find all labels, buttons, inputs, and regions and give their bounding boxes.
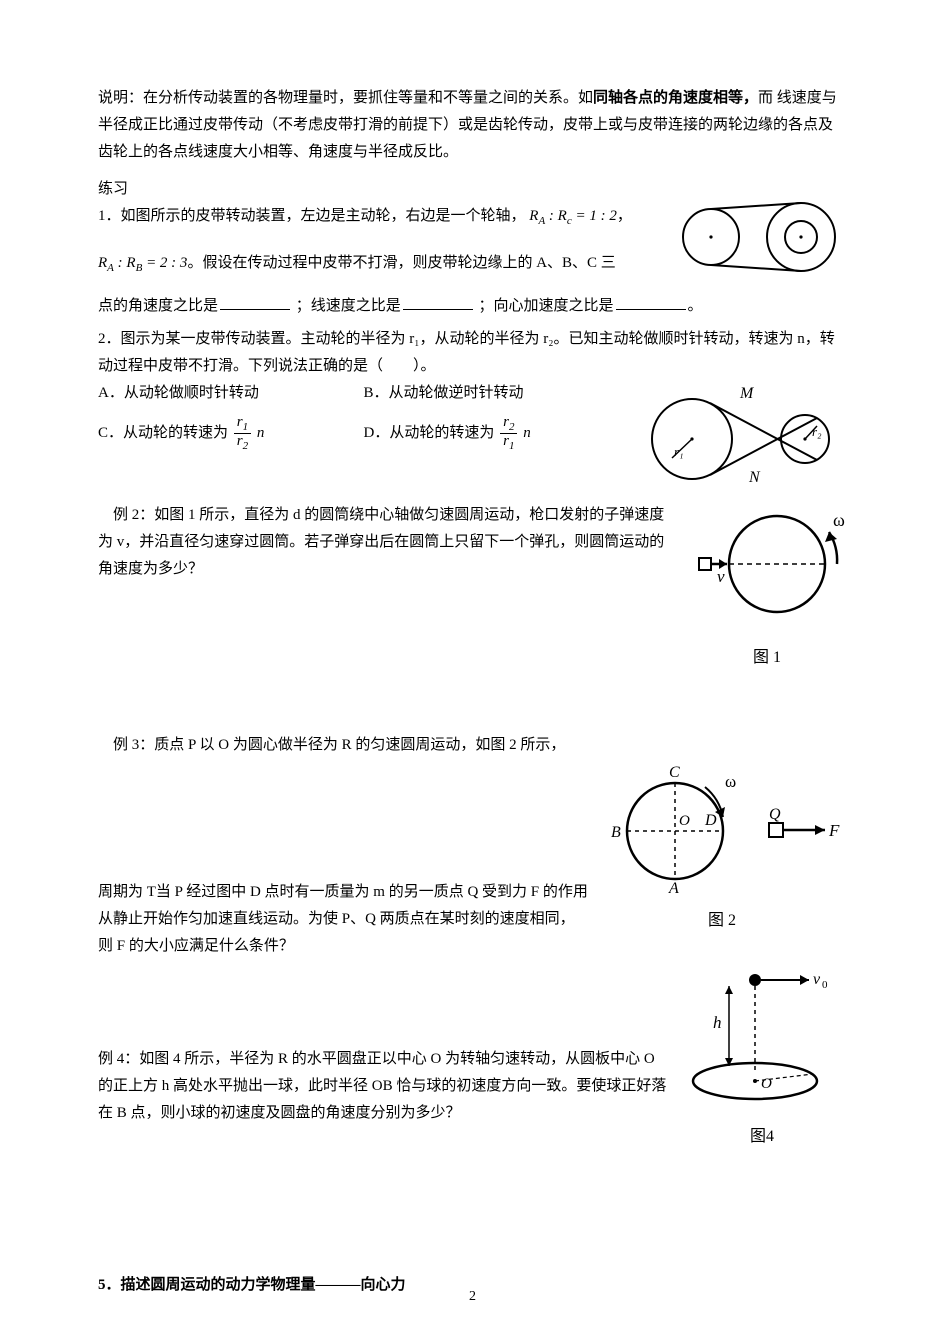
q1-l3b: ；线速度之比是 — [296, 298, 401, 314]
explain-bold: 同轴各点的角速度相等， — [593, 90, 758, 106]
example-4: v 0 h O 图4 例 4：如图 4 所示，半径为 R 的水平圆盘正以中心 O… — [98, 966, 847, 1152]
label-C: C — [669, 765, 680, 781]
q1-text-a: 1．如图所示的皮带转动装置，左边是主动轮，右边是一个轮轴， — [98, 208, 526, 224]
figure-q2: M N r₁ r₂ — [637, 384, 847, 494]
example-3: 例 3：质点 P 以 O 为圆心做半径为 R 的匀速圆周运动，如图 2 所示， … — [98, 732, 847, 960]
q1-ratio1: = 1 : 2 — [572, 208, 617, 224]
figure-4-caption: 图4 — [677, 1123, 847, 1152]
q2-stem: 2．图示为某一皮带传动装置。主动轮的半径为 r₁，从动轮的半径为 r₂。已知主动… — [98, 326, 847, 380]
label-Q: Q — [769, 806, 781, 823]
label-h: h — [713, 1013, 722, 1032]
figure-q1 — [677, 197, 847, 285]
q1-l3a: 点的角速度之比是 — [98, 298, 218, 314]
example-2: v ω 图 1 例 2：如图 1 所示，直径为 d 的圆筒绕中心轴做匀速圆周运动… — [98, 502, 847, 673]
label-N: N — [748, 469, 761, 484]
question-2: 2．图示为某一皮带传动装置。主动轮的半径为 r₁，从动轮的半径为 r₂。已知主动… — [98, 326, 847, 494]
label-O4: O — [761, 1076, 772, 1092]
q1-R3: R — [98, 255, 107, 271]
label-D: D — [704, 812, 717, 829]
q1-subA2: A — [107, 262, 114, 274]
label-omega3: ω — [725, 772, 736, 791]
label-B: B — [611, 824, 621, 841]
q2-choices2: C．从动轮的转速为 r1r2 n D．从动轮的转速为 r2r1 n — [98, 415, 629, 454]
blank-v[interactable] — [403, 295, 473, 310]
blank-omega[interactable] — [220, 295, 290, 310]
frac-s2b: 2 — [509, 421, 515, 433]
figure-ex4: v 0 h O 图4 — [677, 966, 847, 1152]
q1-R2: : R — [545, 208, 567, 224]
label-v0sub: 0 — [822, 979, 828, 991]
q2-C-pre: C．从动轮的转速为 — [98, 425, 228, 441]
label-A: A — [668, 880, 679, 895]
ratio-RB: RA : RB = 2 : 3 — [98, 255, 187, 271]
label-r2: r₂ — [812, 424, 822, 439]
label-v0: v — [813, 971, 821, 988]
label-M: M — [739, 385, 755, 402]
explain-suffix: 而 — [758, 90, 773, 106]
page-number: 2 — [0, 1284, 945, 1309]
frac-s1: 1 — [243, 421, 249, 433]
frac-s1b: 1 — [509, 440, 515, 452]
q2-D-suf: n — [523, 425, 531, 441]
figure-ex3: C B A D O ω Q F 图 2 — [597, 765, 847, 936]
q2-C-suf: n — [257, 425, 265, 441]
q2-D-pre: D．从动轮的转速为 — [364, 425, 495, 441]
q1-l3d: 。 — [688, 298, 703, 314]
ex3-line1: 例 3：质点 P 以 O 为圆心做半径为 R 的匀速圆周运动，如图 2 所示， — [98, 732, 847, 759]
frac-s2: 2 — [243, 440, 249, 452]
q2-choice-D[interactable]: D．从动轮的转速为 r2r1 n — [364, 415, 630, 452]
q1-l2end: 。假设在传动过程中皮带不打滑，则皮带轮边缘上的 A、B、C 三 — [187, 255, 615, 271]
figure-ex2: v ω 图 1 — [687, 502, 847, 673]
ratio-RA: RA : Rc = 1 : 2 — [529, 208, 617, 224]
question-1: 1．如图所示的皮带转动装置，左边是主动轮，右边是一个轮轴， RA : Rc = … — [98, 203, 847, 320]
q2-choice-B[interactable]: B．从动轮做逆时针转动 — [364, 380, 630, 407]
explain-prefix: 说明：在分析传动装置的各物理量时，要抓住等量和不等量之间的关系。如 — [98, 90, 593, 106]
label-O: O — [679, 813, 690, 829]
q2-choice-C[interactable]: C．从动轮的转速为 r1r2 n — [98, 415, 364, 452]
q1-l1end: ， — [617, 208, 632, 224]
figure-2-caption: 图 2 — [597, 907, 847, 936]
q2-choices: A．从动轮做顺时针转动 B．从动轮做逆时针转动 — [98, 380, 629, 409]
q1-ratio2: = 2 : 3 — [142, 255, 187, 271]
label-omega: ω — [833, 510, 845, 530]
label-v: v — [717, 567, 725, 586]
q1-R4: : R — [114, 255, 136, 271]
explanation-paragraph: 说明：在分析传动装置的各物理量时，要抓住等量和不等量之间的关系。如同轴各点的角速… — [98, 85, 847, 166]
label-r1: r₁ — [674, 444, 684, 459]
q2-choice-A[interactable]: A．从动轮做顺时针转动 — [98, 380, 364, 407]
blank-a[interactable] — [616, 295, 686, 310]
q1-l3c: ；向心加速度之比是 — [479, 298, 614, 314]
figure-1-caption: 图 1 — [687, 644, 847, 673]
label-F: F — [828, 821, 840, 840]
